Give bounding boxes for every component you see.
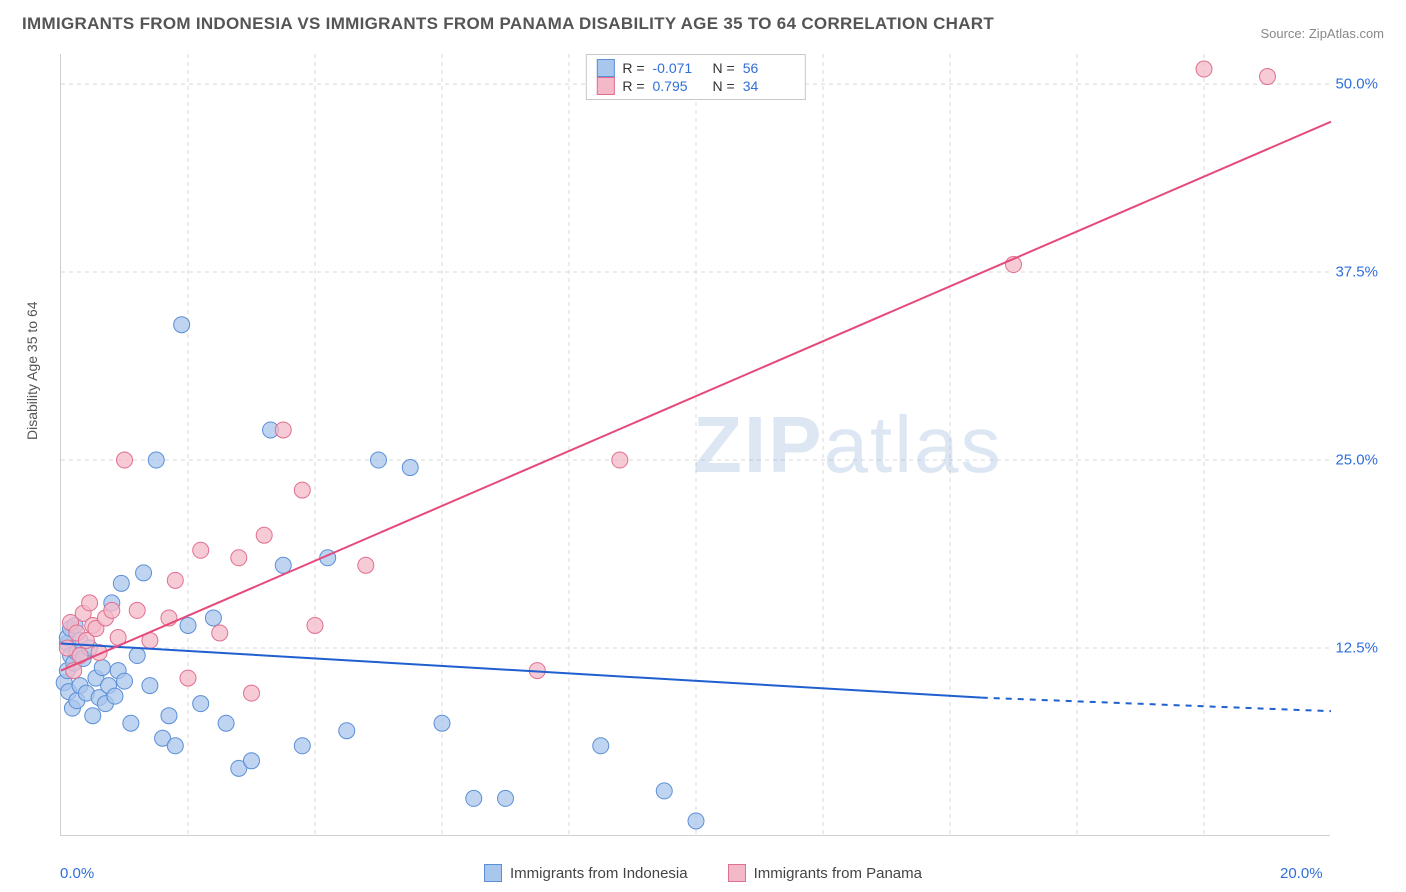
regression-line-indonesia xyxy=(61,644,982,698)
legend-item-indonesia: Immigrants from Indonesia xyxy=(484,864,688,882)
regression-line-indonesia-dashed xyxy=(982,698,1331,712)
legend-stats: R = -0.071 N = 56 R = 0.795 N = 34 xyxy=(585,54,805,100)
data-point-indonesia xyxy=(113,575,129,591)
swatch-panama xyxy=(728,864,746,882)
data-point-indonesia xyxy=(275,557,291,573)
r-value-indonesia: -0.071 xyxy=(653,60,705,76)
y-axis-label: Disability Age 35 to 64 xyxy=(24,301,40,440)
data-point-panama xyxy=(212,625,228,641)
legend-label-indonesia: Immigrants from Indonesia xyxy=(510,865,688,882)
data-point-indonesia xyxy=(193,696,209,712)
data-point-indonesia xyxy=(402,460,418,476)
data-point-indonesia xyxy=(148,452,164,468)
data-point-panama xyxy=(82,595,98,611)
data-point-panama xyxy=(231,550,247,566)
legend-label-panama: Immigrants from Panama xyxy=(754,865,922,882)
data-point-panama xyxy=(307,617,323,633)
data-point-panama xyxy=(612,452,628,468)
data-point-indonesia xyxy=(339,723,355,739)
data-point-indonesia xyxy=(167,738,183,754)
data-point-panama xyxy=(275,422,291,438)
data-point-indonesia xyxy=(205,610,221,626)
data-point-indonesia xyxy=(434,715,450,731)
data-point-indonesia xyxy=(107,688,123,704)
chart-title: IMMIGRANTS FROM INDONESIA VS IMMIGRANTS … xyxy=(22,14,994,34)
data-point-panama xyxy=(193,542,209,558)
data-point-panama xyxy=(180,670,196,686)
r-label: R = xyxy=(622,78,644,94)
data-point-indonesia xyxy=(123,715,139,731)
y-tick-label: 12.5% xyxy=(1335,640,1378,657)
data-point-panama xyxy=(244,685,260,701)
swatch-indonesia xyxy=(484,864,502,882)
chart-svg xyxy=(61,54,1330,835)
n-value-panama: 34 xyxy=(743,78,795,94)
data-point-panama xyxy=(1196,61,1212,77)
legend-stats-row: R = -0.071 N = 56 xyxy=(596,59,794,77)
source-label: Source: ZipAtlas.com xyxy=(1260,26,1384,41)
legend-series: Immigrants from Indonesia Immigrants fro… xyxy=(484,864,922,882)
r-label: R = xyxy=(622,60,644,76)
data-point-indonesia xyxy=(129,648,145,664)
data-point-indonesia xyxy=(244,753,260,769)
data-point-indonesia xyxy=(498,790,514,806)
y-tick-label: 50.0% xyxy=(1335,76,1378,93)
data-point-indonesia xyxy=(161,708,177,724)
r-value-panama: 0.795 xyxy=(653,78,705,94)
data-point-indonesia xyxy=(142,678,158,694)
data-point-indonesia xyxy=(174,317,190,333)
data-point-indonesia xyxy=(180,617,196,633)
data-point-indonesia xyxy=(94,660,110,676)
n-label: N = xyxy=(713,78,735,94)
x-tick-label: 20.0% xyxy=(1280,865,1323,882)
swatch-indonesia xyxy=(596,59,614,77)
data-point-panama xyxy=(104,602,120,618)
data-point-indonesia xyxy=(688,813,704,829)
legend-item-panama: Immigrants from Panama xyxy=(728,864,922,882)
data-point-panama xyxy=(167,572,183,588)
y-tick-label: 37.5% xyxy=(1335,264,1378,281)
data-point-panama xyxy=(117,452,133,468)
data-point-indonesia xyxy=(294,738,310,754)
plot-area: R = -0.071 N = 56 R = 0.795 N = 34 ZIPat… xyxy=(60,54,1330,836)
n-value-indonesia: 56 xyxy=(743,60,795,76)
swatch-panama xyxy=(596,77,614,95)
data-point-indonesia xyxy=(466,790,482,806)
data-point-indonesia xyxy=(371,452,387,468)
data-point-indonesia xyxy=(593,738,609,754)
data-point-panama xyxy=(1260,69,1276,85)
data-point-indonesia xyxy=(218,715,234,731)
regression-line-panama xyxy=(61,122,1331,671)
data-point-panama xyxy=(294,482,310,498)
data-point-panama xyxy=(72,648,88,664)
x-tick-label: 0.0% xyxy=(60,865,94,882)
data-point-indonesia xyxy=(117,673,133,689)
data-point-panama xyxy=(358,557,374,573)
legend-stats-row: R = 0.795 N = 34 xyxy=(596,77,794,95)
data-point-indonesia xyxy=(656,783,672,799)
y-tick-label: 25.0% xyxy=(1335,452,1378,469)
n-label: N = xyxy=(713,60,735,76)
data-point-indonesia xyxy=(85,708,101,724)
data-point-panama xyxy=(256,527,272,543)
data-point-panama xyxy=(129,602,145,618)
data-point-indonesia xyxy=(136,565,152,581)
